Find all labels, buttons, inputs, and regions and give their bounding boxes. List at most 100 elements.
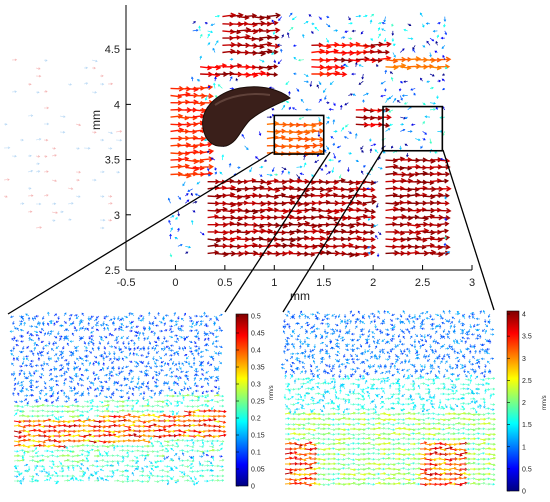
x-ticks: -0.5 0 0.5 1 1.5 2 2.5 3 — [117, 265, 475, 289]
velocity-arrow — [293, 379, 297, 384]
velocity-arrow — [303, 348, 307, 354]
velocity-arrow — [404, 463, 412, 467]
velocity-arrow — [210, 389, 215, 393]
velocity-arrow — [475, 392, 481, 395]
velocity-arrow — [328, 363, 331, 368]
velocity-arrow — [113, 479, 120, 483]
y-tick-label: 4.5 — [105, 44, 120, 56]
velocity-arrow — [459, 383, 466, 386]
velocity-arrow — [204, 395, 210, 399]
velocity-arrow — [202, 451, 205, 457]
zoom-boxes — [273, 105, 444, 155]
velocity-arrow — [67, 187, 74, 190]
velocity-arrow — [136, 380, 140, 386]
velocity-arrow — [448, 318, 451, 323]
velocity-arrow — [364, 433, 371, 436]
velocity-arrow — [37, 337, 41, 342]
velocity-arrow — [424, 432, 432, 436]
velocity-arrow — [158, 400, 165, 404]
velocity-arrow — [383, 379, 386, 385]
velocity-arrow — [175, 217, 179, 220]
velocity-arrow — [106, 365, 110, 370]
velocity-arrow — [108, 370, 114, 373]
velocity-arrow — [484, 477, 491, 481]
velocity-arrow — [100, 338, 105, 342]
velocity-arrow — [204, 95, 208, 101]
velocity-arrow — [479, 477, 486, 481]
velocity-arrow — [200, 385, 205, 388]
velocity-arrow — [363, 14, 368, 18]
velocity-arrow — [367, 217, 371, 221]
velocity-arrow — [79, 414, 85, 417]
velocity-arrow — [396, 378, 401, 383]
velocity-arrow — [29, 374, 35, 378]
velocity-arrow — [361, 321, 366, 325]
velocity-arrow — [168, 328, 172, 332]
velocity-arrow — [420, 145, 423, 149]
velocity-arrow — [409, 363, 415, 367]
velocity-arrow — [3, 122, 8, 126]
velocity-arrow — [103, 450, 108, 455]
velocity-arrow — [361, 390, 366, 395]
velocity-arrow — [198, 377, 202, 382]
velocity-arrow — [115, 388, 120, 392]
velocity-arrow — [329, 442, 336, 446]
velocity-arrow — [360, 30, 364, 35]
velocity-arrow — [403, 359, 407, 365]
velocity-arrow — [472, 355, 476, 360]
velocity-arrow — [437, 171, 451, 177]
velocity-arrow — [137, 316, 141, 322]
velocity-arrow — [324, 370, 327, 375]
velocity-arrow — [68, 380, 73, 383]
velocity-arrow — [155, 350, 160, 354]
velocity-arrow — [459, 411, 467, 415]
velocity-arrow — [389, 393, 396, 396]
velocity-arrow — [384, 328, 390, 331]
velocity-arrow — [178, 335, 183, 339]
velocity-arrow — [284, 374, 287, 380]
velocity-arrow — [334, 462, 341, 466]
velocity-arrow — [126, 475, 130, 481]
velocity-arrow — [75, 345, 80, 349]
velocity-arrow — [470, 391, 476, 395]
velocity-arrow — [389, 428, 396, 431]
velocity-arrow — [182, 181, 186, 187]
velocity-arrow — [488, 369, 492, 375]
velocity-arrow — [474, 337, 480, 340]
velocity-arrow — [83, 400, 90, 403]
velocity-arrow — [66, 342, 70, 347]
velocity-arrow — [161, 340, 165, 345]
velocity-arrow — [68, 459, 75, 463]
velocity-arrow — [287, 170, 291, 175]
velocity-arrow — [93, 448, 100, 452]
velocity-arrow — [400, 172, 415, 179]
velocity-arrow — [23, 445, 31, 449]
velocity-arrow — [469, 323, 472, 329]
velocity-arrow — [171, 475, 175, 481]
velocity-arrow — [437, 79, 442, 83]
velocity-arrow — [203, 414, 211, 418]
velocity-arrow — [361, 73, 364, 80]
velocity-arrow — [304, 387, 311, 390]
velocity-arrow — [198, 414, 206, 418]
velocity-arrow — [324, 443, 331, 446]
velocity-arrow — [484, 389, 487, 395]
velocity-arrow — [183, 405, 190, 408]
velocity-arrow — [382, 389, 386, 395]
velocity-arrow — [35, 67, 41, 70]
velocity-arrow — [28, 362, 32, 367]
velocity-arrow — [484, 427, 491, 431]
velocity-arrow — [331, 167, 335, 173]
velocity-arrow — [449, 437, 457, 441]
velocity-arrow — [103, 399, 110, 403]
velocity-arrow — [359, 452, 366, 456]
velocity-arrow — [479, 413, 486, 416]
velocity-arrow — [28, 439, 36, 443]
velocity-arrow — [163, 362, 167, 367]
velocity-arrow — [319, 453, 326, 456]
velocity-arrow — [337, 358, 341, 363]
velocity-arrow — [436, 357, 441, 360]
velocity-arrow — [133, 365, 139, 368]
velocity-arrow — [469, 400, 474, 405]
velocity-arrow — [424, 448, 432, 452]
